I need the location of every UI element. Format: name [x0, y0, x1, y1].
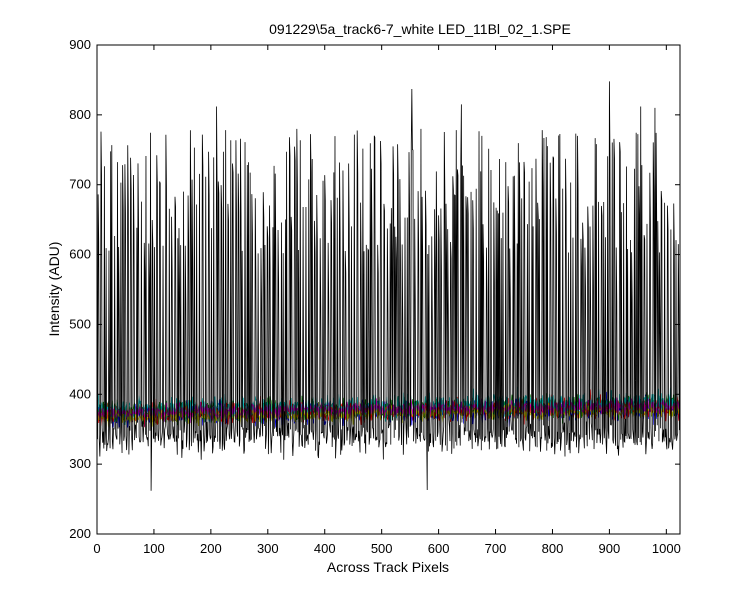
series-line-high	[96, 81, 680, 491]
y-tick-label: 700	[69, 177, 91, 192]
x-tick-label: 200	[200, 541, 222, 556]
x-tick-label: 600	[428, 541, 450, 556]
y-tick-label: 300	[69, 456, 91, 471]
chart-title: 091229\5a_track6-7_white LED_11Bl_02_1.S…	[269, 21, 571, 37]
y-tick-label: 800	[69, 107, 91, 122]
y-tick-label: 500	[69, 316, 91, 331]
tick-layer: 0 100 200 300 400 500 600 700 800 900 1000 200 300 40…	[69, 37, 681, 556]
x-tick-label: 900	[599, 541, 621, 556]
x-tick-label: 100	[143, 541, 165, 556]
y-tick-label: 200	[69, 526, 91, 541]
x-tick-label: 300	[257, 541, 279, 556]
x-tick-label: 500	[371, 541, 393, 556]
y-tick-label: 900	[69, 37, 91, 52]
x-tick-label: 0	[93, 541, 100, 556]
x-tick-label: 400	[314, 541, 336, 556]
x-tick-label: 800	[542, 541, 564, 556]
y-tick-label: 400	[69, 386, 91, 401]
x-tick-label: 1000	[652, 541, 681, 556]
series-layer	[96, 81, 680, 491]
axes-frame	[96, 44, 681, 535]
y-axis-label: Intensity (ADU)	[46, 242, 62, 337]
x-tick-label: 700	[485, 541, 507, 556]
y-tick-label: 600	[69, 247, 91, 262]
x-axis-label: Across Track Pixels	[327, 559, 449, 575]
